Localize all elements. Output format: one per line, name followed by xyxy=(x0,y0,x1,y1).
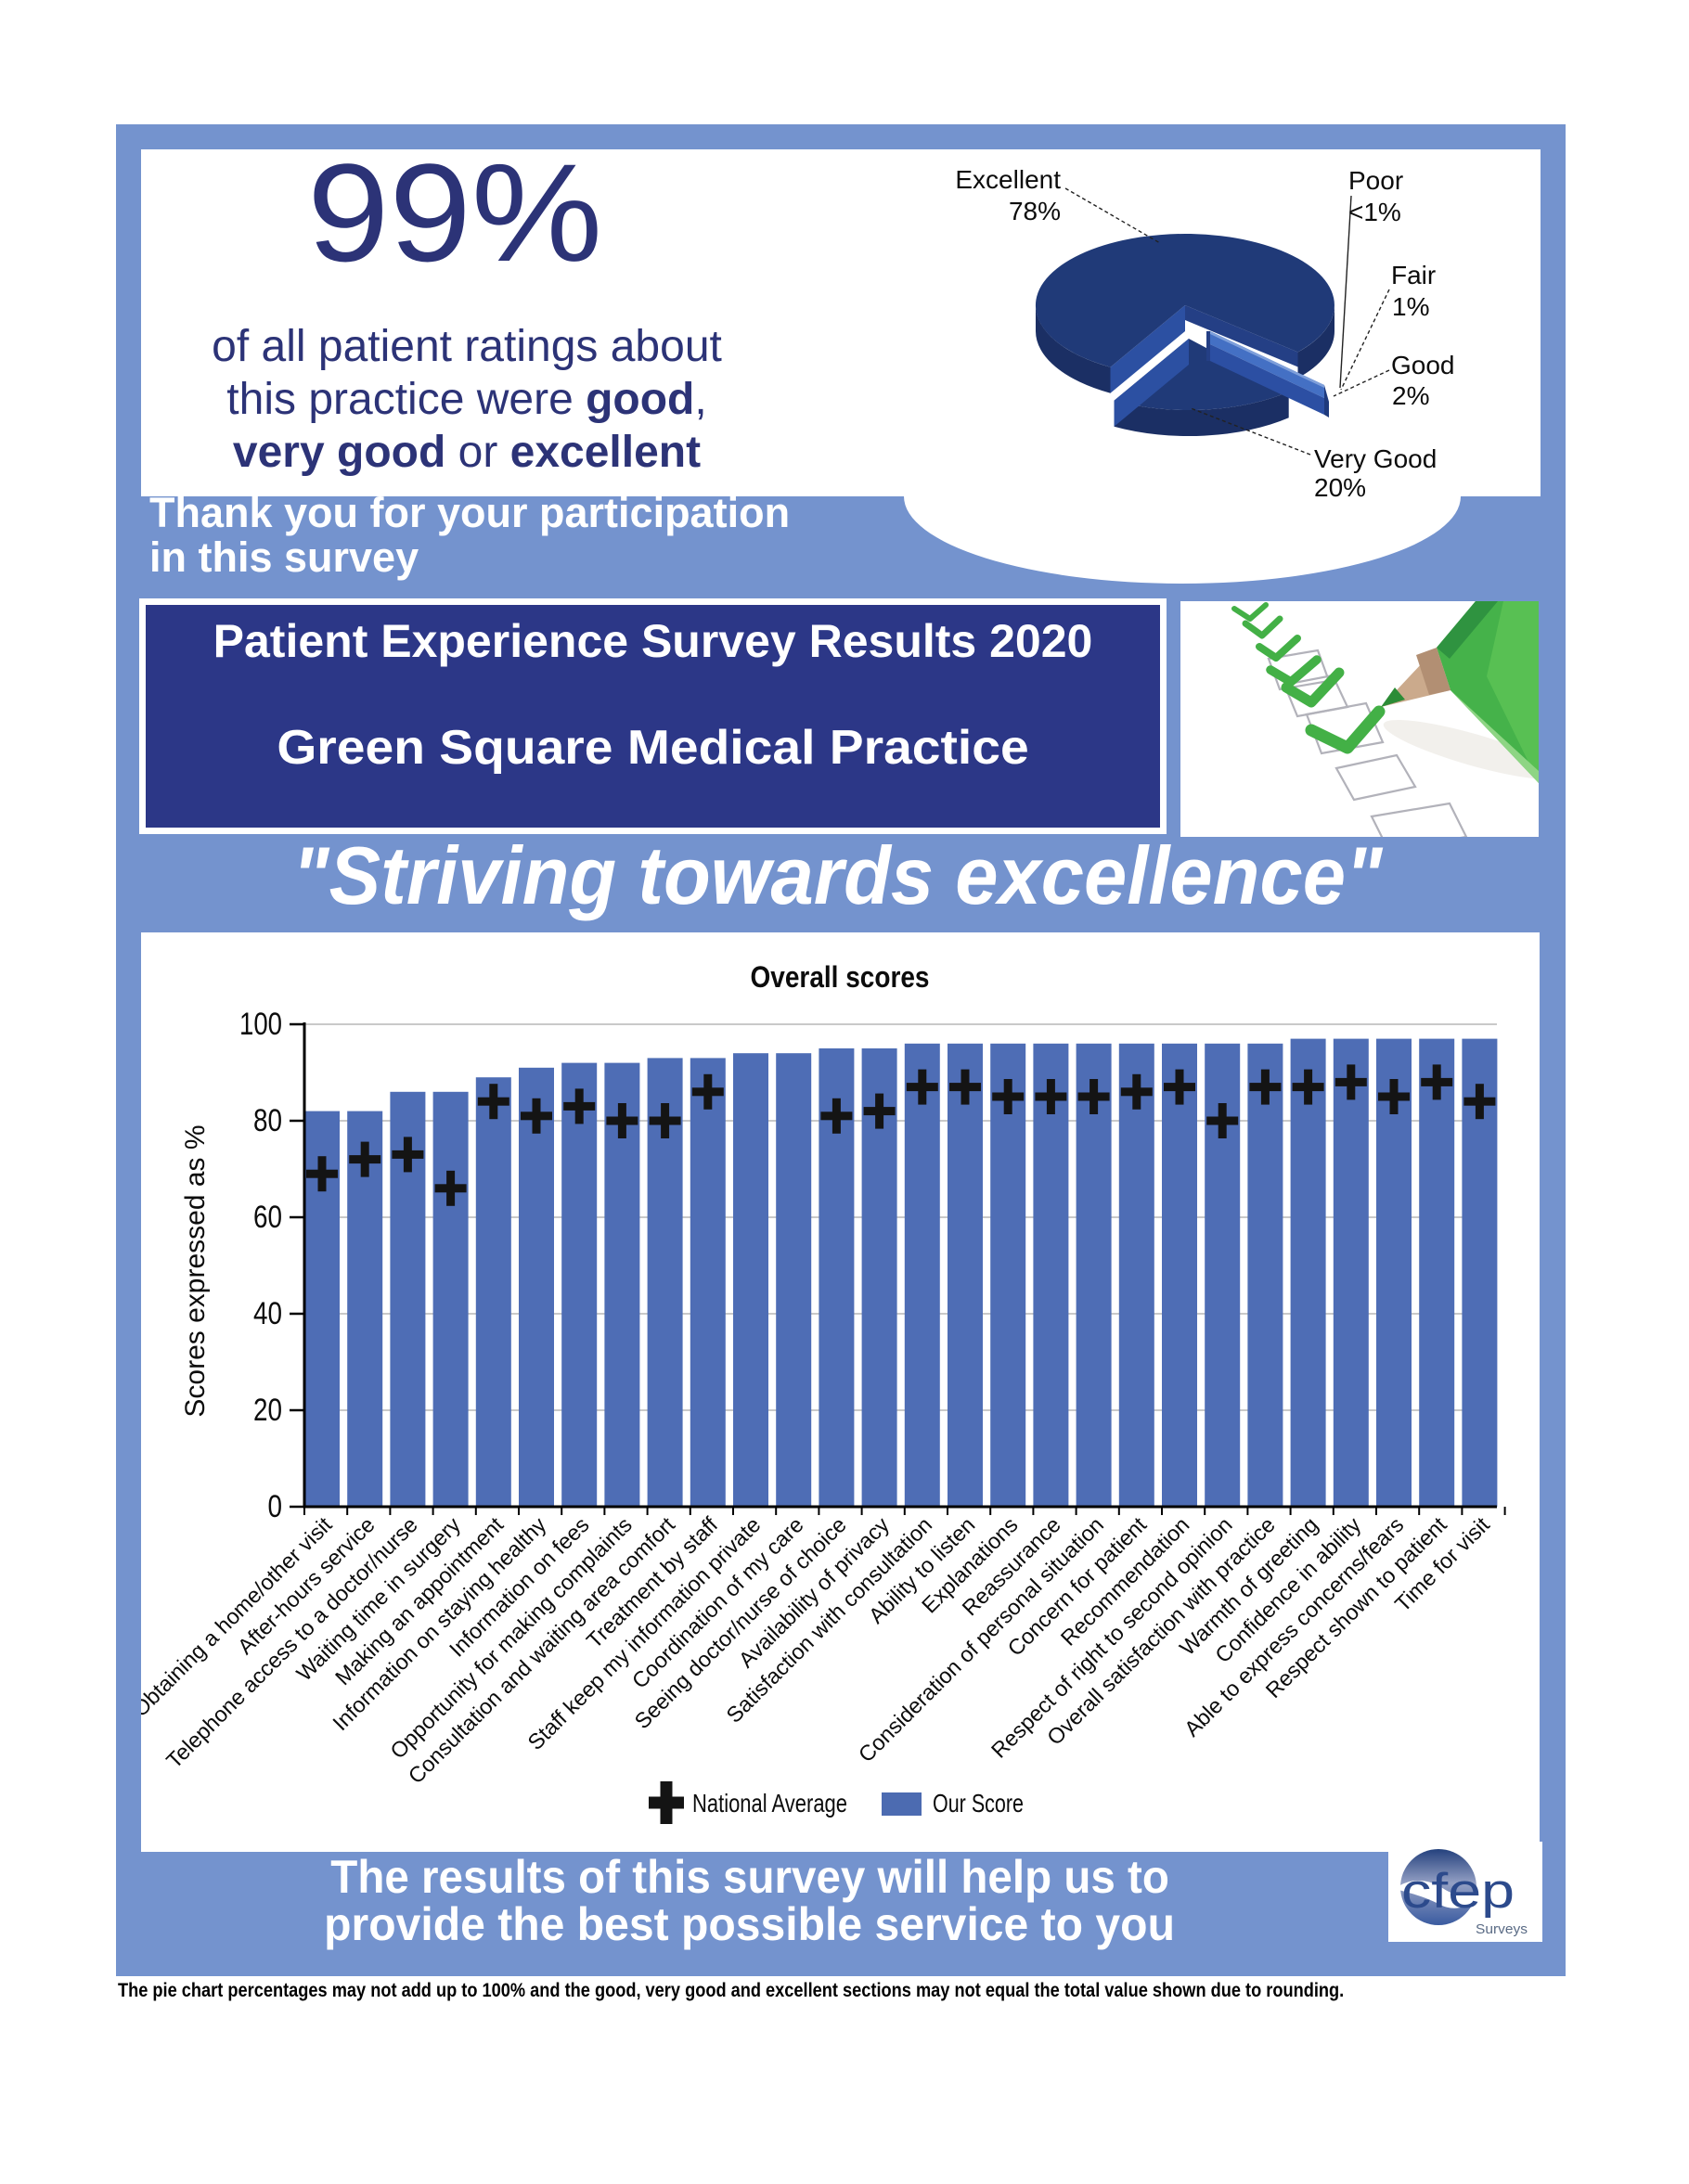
svg-text:100: 100 xyxy=(239,1007,282,1042)
svg-text:cfep: cfep xyxy=(1401,1864,1515,1919)
svg-text:80: 80 xyxy=(253,1103,282,1138)
svg-text:Overall scores: Overall scores xyxy=(751,960,930,994)
svg-text:Scores expressed as %: Scores expressed as % xyxy=(180,1124,211,1417)
svg-text:60: 60 xyxy=(253,1200,282,1235)
svg-text:40: 40 xyxy=(253,1296,282,1331)
svg-text:Excellent: Excellent xyxy=(955,165,1061,194)
svg-text:Surveys: Surveys xyxy=(1476,1921,1528,1937)
svg-text:<1%: <1% xyxy=(1348,198,1401,226)
svg-text:20: 20 xyxy=(253,1393,282,1428)
svg-text:Our Score: Our Score xyxy=(933,1789,1024,1818)
svg-text:Good: Good xyxy=(1391,351,1455,379)
svg-text:1%: 1% xyxy=(1392,292,1429,321)
svg-text:National Average: National Average xyxy=(692,1789,847,1818)
svg-text:Very Good: Very Good xyxy=(1314,444,1437,473)
svg-text:20%: 20% xyxy=(1314,473,1366,502)
svg-text:2%: 2% xyxy=(1392,381,1429,410)
svg-text:Fair: Fair xyxy=(1391,261,1436,289)
svg-text:0: 0 xyxy=(268,1489,283,1524)
svg-text:Poor: Poor xyxy=(1348,166,1403,195)
svg-text:78%: 78% xyxy=(1009,197,1061,225)
